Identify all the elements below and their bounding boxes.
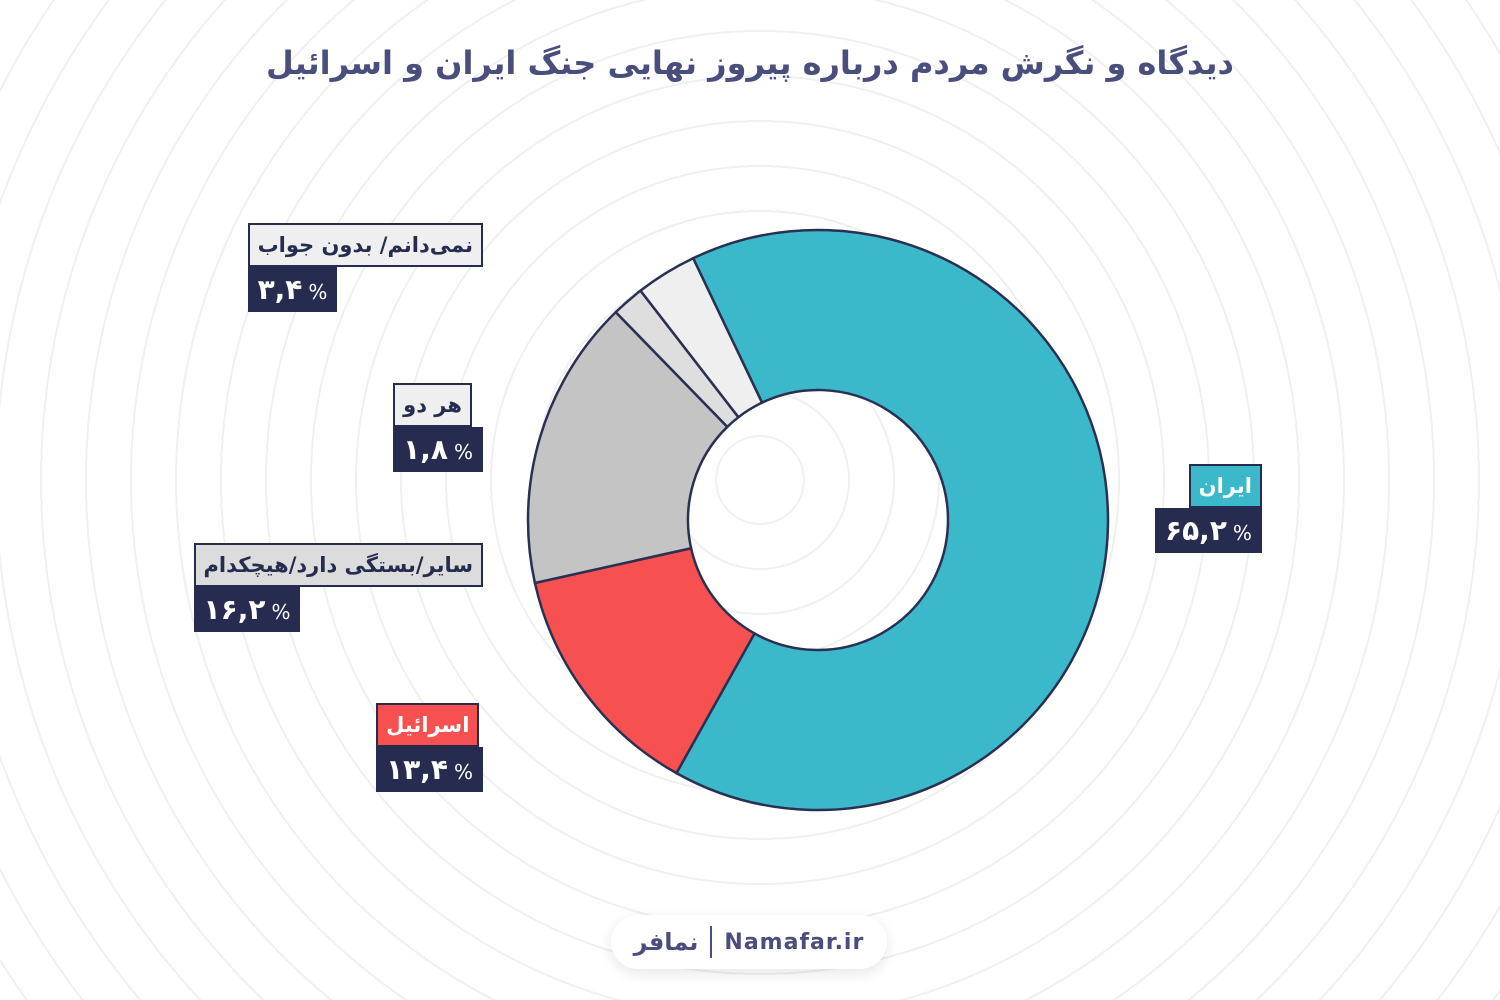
value-label: ۱۶,۲% [193,587,301,632]
value-label: ۱۳,۴% [376,747,483,792]
category-label: ایران [1188,464,1262,508]
donut-slice [533,546,757,775]
donut-slice [674,228,1110,812]
value-label: ۱,۸% [393,427,483,472]
brand-badge[interactable]: نمافر Namafar.ir [611,915,887,969]
site-link[interactable]: Namafar.ir [724,929,865,955]
label-dont-know: نمی‌دانم/ بدون جواب ۳,۴% [247,223,483,312]
label-both: هر دو ۱,۸% [393,383,483,472]
category-label: سایر/بستگی دارد/هیچکدام [193,543,483,587]
divider [710,926,713,958]
category-label: نمی‌دانم/ بدون جواب [247,223,483,267]
category-label: هر دو [393,383,472,427]
label-other: سایر/بستگی دارد/هیچکدام ۱۶,۲% [193,543,483,632]
donut-slice [638,256,764,419]
category-label: اسرائیل [376,703,480,747]
chart-title: دیدگاه و نگرش مردم درباره پیروز نهایی جن… [266,44,1234,82]
brand-logo: نمافر [633,928,699,956]
donut-slice [526,310,730,585]
label-iran: ایران ۶۵,۲% [1155,464,1262,553]
label-israel: اسرائیل ۱۳,۴% [376,703,483,792]
value-label: ۳,۴% [247,267,338,312]
value-label: ۶۵,۲% [1155,508,1262,553]
